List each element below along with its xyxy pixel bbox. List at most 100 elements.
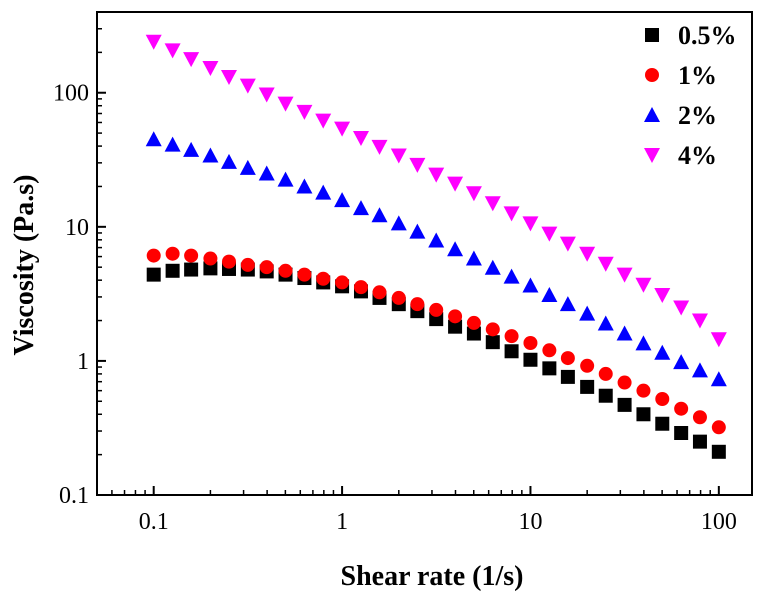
legend-label: 2% — [678, 101, 717, 130]
data-point — [559, 296, 576, 312]
data-point — [410, 297, 425, 312]
data-point — [316, 271, 331, 286]
x-tick-label: 1 — [336, 509, 348, 535]
data-point — [315, 113, 332, 129]
data-point — [335, 275, 350, 290]
data-point — [220, 70, 237, 86]
data-point — [165, 263, 180, 278]
data-point — [409, 223, 426, 239]
series-4 — [145, 34, 727, 348]
data-point — [145, 131, 162, 147]
data-point — [334, 192, 351, 208]
data-point — [579, 305, 596, 321]
data-point — [542, 343, 557, 358]
data-point — [429, 302, 444, 317]
data-point — [296, 104, 313, 120]
data-point — [315, 184, 332, 200]
x-tick-label: 100 — [701, 509, 737, 535]
data-point — [334, 121, 351, 137]
data-point — [484, 196, 501, 212]
data-point — [465, 250, 482, 266]
data-point — [710, 371, 727, 387]
data-point — [448, 319, 463, 334]
data-point — [466, 315, 481, 330]
data-point — [711, 444, 726, 459]
legend-label: 1% — [678, 61, 717, 90]
data-point — [277, 171, 294, 187]
data-point — [598, 388, 613, 403]
data-point — [674, 401, 689, 416]
series-2 — [145, 131, 727, 387]
data-point — [636, 383, 651, 398]
legend-marker — [644, 107, 660, 122]
data-point — [258, 165, 275, 181]
data-point — [371, 207, 388, 223]
data-point — [390, 148, 407, 164]
data-point — [447, 241, 464, 257]
x-tick-label: 0.1 — [139, 509, 169, 535]
data-point — [484, 259, 501, 275]
data-point — [240, 257, 255, 272]
axes — [96, 11, 753, 496]
x-tick-label: 10 — [518, 509, 542, 535]
data-point — [164, 136, 181, 152]
data-point — [239, 78, 256, 94]
data-point — [390, 215, 407, 231]
data-point — [371, 139, 388, 155]
legend-item: 0.5% — [645, 21, 737, 50]
data-point — [203, 261, 218, 276]
data-point — [220, 153, 237, 169]
data-point — [146, 248, 161, 263]
plot-frame — [96, 11, 753, 496]
y-axis-title: Viscosity (Pa.s) — [9, 175, 40, 356]
data-point — [352, 130, 369, 146]
data-point — [465, 186, 482, 202]
data-point — [635, 335, 652, 351]
data-point — [146, 267, 161, 282]
data-point — [691, 362, 708, 378]
data-point — [352, 200, 369, 216]
data-point — [522, 216, 539, 232]
legend-item: 4% — [644, 141, 717, 170]
data-point — [579, 246, 596, 262]
data-point — [485, 335, 500, 350]
data-point — [655, 416, 670, 431]
data-point — [673, 300, 690, 316]
data-point — [448, 309, 463, 324]
data-point — [447, 176, 464, 192]
data-point — [541, 226, 558, 242]
data-point — [428, 167, 445, 183]
axis-ticks: 0.1 1 10 100 0.1 1 10 100 — [53, 28, 737, 535]
data-point — [692, 434, 707, 449]
x-axis-title: Shear rate (1/s) — [341, 561, 524, 592]
data-point — [560, 351, 575, 366]
data-point — [636, 407, 651, 422]
series-05 — [146, 261, 726, 459]
data-point — [654, 344, 671, 360]
data-point — [485, 322, 500, 337]
data-point — [145, 34, 162, 50]
data-point — [580, 358, 595, 373]
data-point — [221, 254, 236, 269]
data-point — [239, 159, 256, 175]
data-point — [202, 60, 219, 76]
legend-marker — [645, 28, 659, 42]
data-point — [165, 246, 180, 261]
data-point — [259, 260, 274, 275]
data-point — [278, 263, 293, 278]
data-point — [616, 267, 633, 283]
data-point — [673, 354, 690, 370]
data-point — [258, 87, 275, 103]
data-point — [541, 287, 558, 303]
data-point — [655, 391, 670, 406]
y-tick-label: 0.1 — [59, 483, 89, 509]
y-tick-label: 1 — [77, 349, 89, 375]
legend-label: 4% — [678, 141, 717, 170]
data-point — [692, 410, 707, 425]
data-point — [597, 315, 614, 331]
data-point — [523, 336, 538, 351]
data-point — [542, 361, 557, 376]
data-point — [297, 267, 312, 282]
data-point — [635, 277, 652, 293]
